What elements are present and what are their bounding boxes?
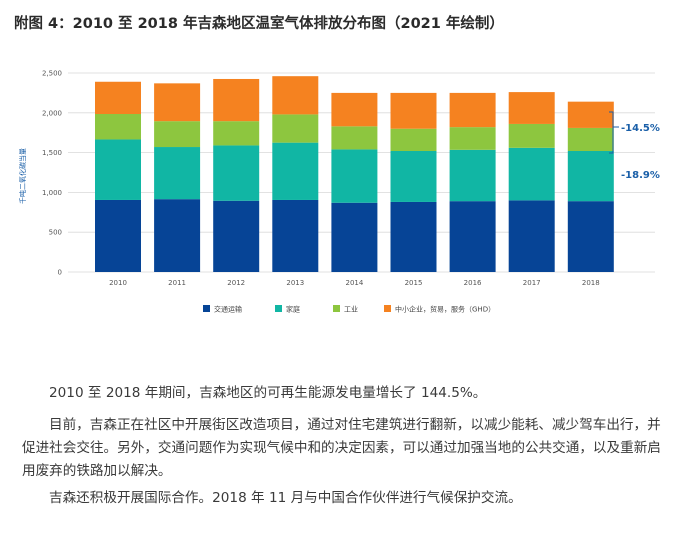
bar-segment <box>213 121 260 146</box>
bar-segment <box>213 145 260 201</box>
x-tick-label: 2013 <box>286 279 304 287</box>
bar-segment <box>331 202 378 272</box>
bar-segment <box>272 142 319 200</box>
bar-segment <box>390 92 437 129</box>
bar-segment <box>449 149 496 202</box>
x-tick-label: 2014 <box>345 279 363 287</box>
y-tick-label: 1,500 <box>42 149 62 157</box>
bar-segment <box>449 92 496 128</box>
bar-segment <box>95 139 141 200</box>
bar-segment <box>154 83 201 122</box>
y-tick-label: 2,500 <box>42 70 62 78</box>
legend: 交通运输 家庭 工业 中小企业，贸易，服务（GHD） <box>203 305 495 314</box>
bar-segment <box>449 201 496 272</box>
x-tick-label: 2016 <box>464 279 482 287</box>
bar-segment <box>213 78 260 122</box>
bar-segment <box>272 76 319 115</box>
change-bracket <box>609 111 619 154</box>
paragraph-renewables: 2010 至 2018 年期间，吉森地区的可再生能源发电量增长了 144.5%。 <box>49 385 487 401</box>
legend-label: 交通运输 <box>214 305 242 314</box>
bar-segment <box>390 201 437 272</box>
bar-segment <box>95 81 141 114</box>
y-axis-label: 千吨二氧化碳当量 <box>18 148 27 204</box>
bar-segment <box>567 201 614 272</box>
x-tick-label: 2010 <box>109 279 127 287</box>
bar-segment <box>154 199 201 272</box>
bar-segment <box>154 147 201 200</box>
y-axis-ticks: 0 500 1,000 1,500 2,000 2,500 <box>42 70 62 277</box>
y-tick-label: 2,000 <box>42 109 62 117</box>
bar-segment <box>449 127 496 150</box>
y-tick-label: 1,000 <box>42 189 62 197</box>
legend-swatch <box>333 305 340 312</box>
bar-segment <box>272 199 319 272</box>
bar-segment <box>508 200 555 272</box>
legend-label: 中小企业，贸易，服务（GHD） <box>395 305 495 314</box>
bar-segment <box>331 149 378 203</box>
legend-swatch <box>275 305 282 312</box>
x-tick-label: 2017 <box>523 279 541 287</box>
bar-segment <box>95 199 141 272</box>
bar-segment <box>390 151 437 202</box>
annotation-industry-change: -14.5% <box>621 123 660 134</box>
bar-segment <box>213 200 260 272</box>
x-axis-ticks: 2010 2011 2012 2013 2014 2015 2016 2017 2018 <box>109 279 600 287</box>
bar-segment <box>567 101 614 128</box>
bar-segment <box>508 147 555 201</box>
bar-segment <box>390 128 437 152</box>
annotation-household-change: -18.9% <box>621 170 660 181</box>
bar-segment <box>331 126 378 150</box>
bars <box>95 76 614 272</box>
bar-segment <box>331 92 378 127</box>
legend-swatch <box>384 305 391 312</box>
y-tick-label: 0 <box>58 269 62 277</box>
bar-segment <box>154 121 201 148</box>
bar-segment <box>508 92 555 124</box>
figure-title: 附图 4：2010 至 2018 年吉森地区温室气体排放分布图（2021 年绘制… <box>14 16 504 32</box>
legend-swatch <box>203 305 210 312</box>
legend-label: 家庭 <box>286 305 300 314</box>
paragraph-cooperation: 吉森还积极开展国际合作。2018 年 11 月与中国合作伙伴进行气候保护交流。 <box>49 490 522 506</box>
paragraph-renovation: 目前，吉森正在社区中开展街区改造项目，通过对住宅建筑进行翻新，以减少能耗、减少驾… <box>22 417 661 479</box>
bar-segment <box>95 113 141 140</box>
legend-label: 工业 <box>344 305 358 314</box>
bar-segment <box>272 114 319 143</box>
x-tick-label: 2011 <box>168 279 186 287</box>
y-tick-label: 500 <box>49 229 62 237</box>
bar-segment <box>567 151 614 202</box>
bar-segment <box>567 127 614 152</box>
bar-segment <box>508 123 555 148</box>
x-tick-label: 2012 <box>227 279 245 287</box>
x-tick-label: 2018 <box>582 279 600 287</box>
x-tick-label: 2015 <box>405 279 423 287</box>
